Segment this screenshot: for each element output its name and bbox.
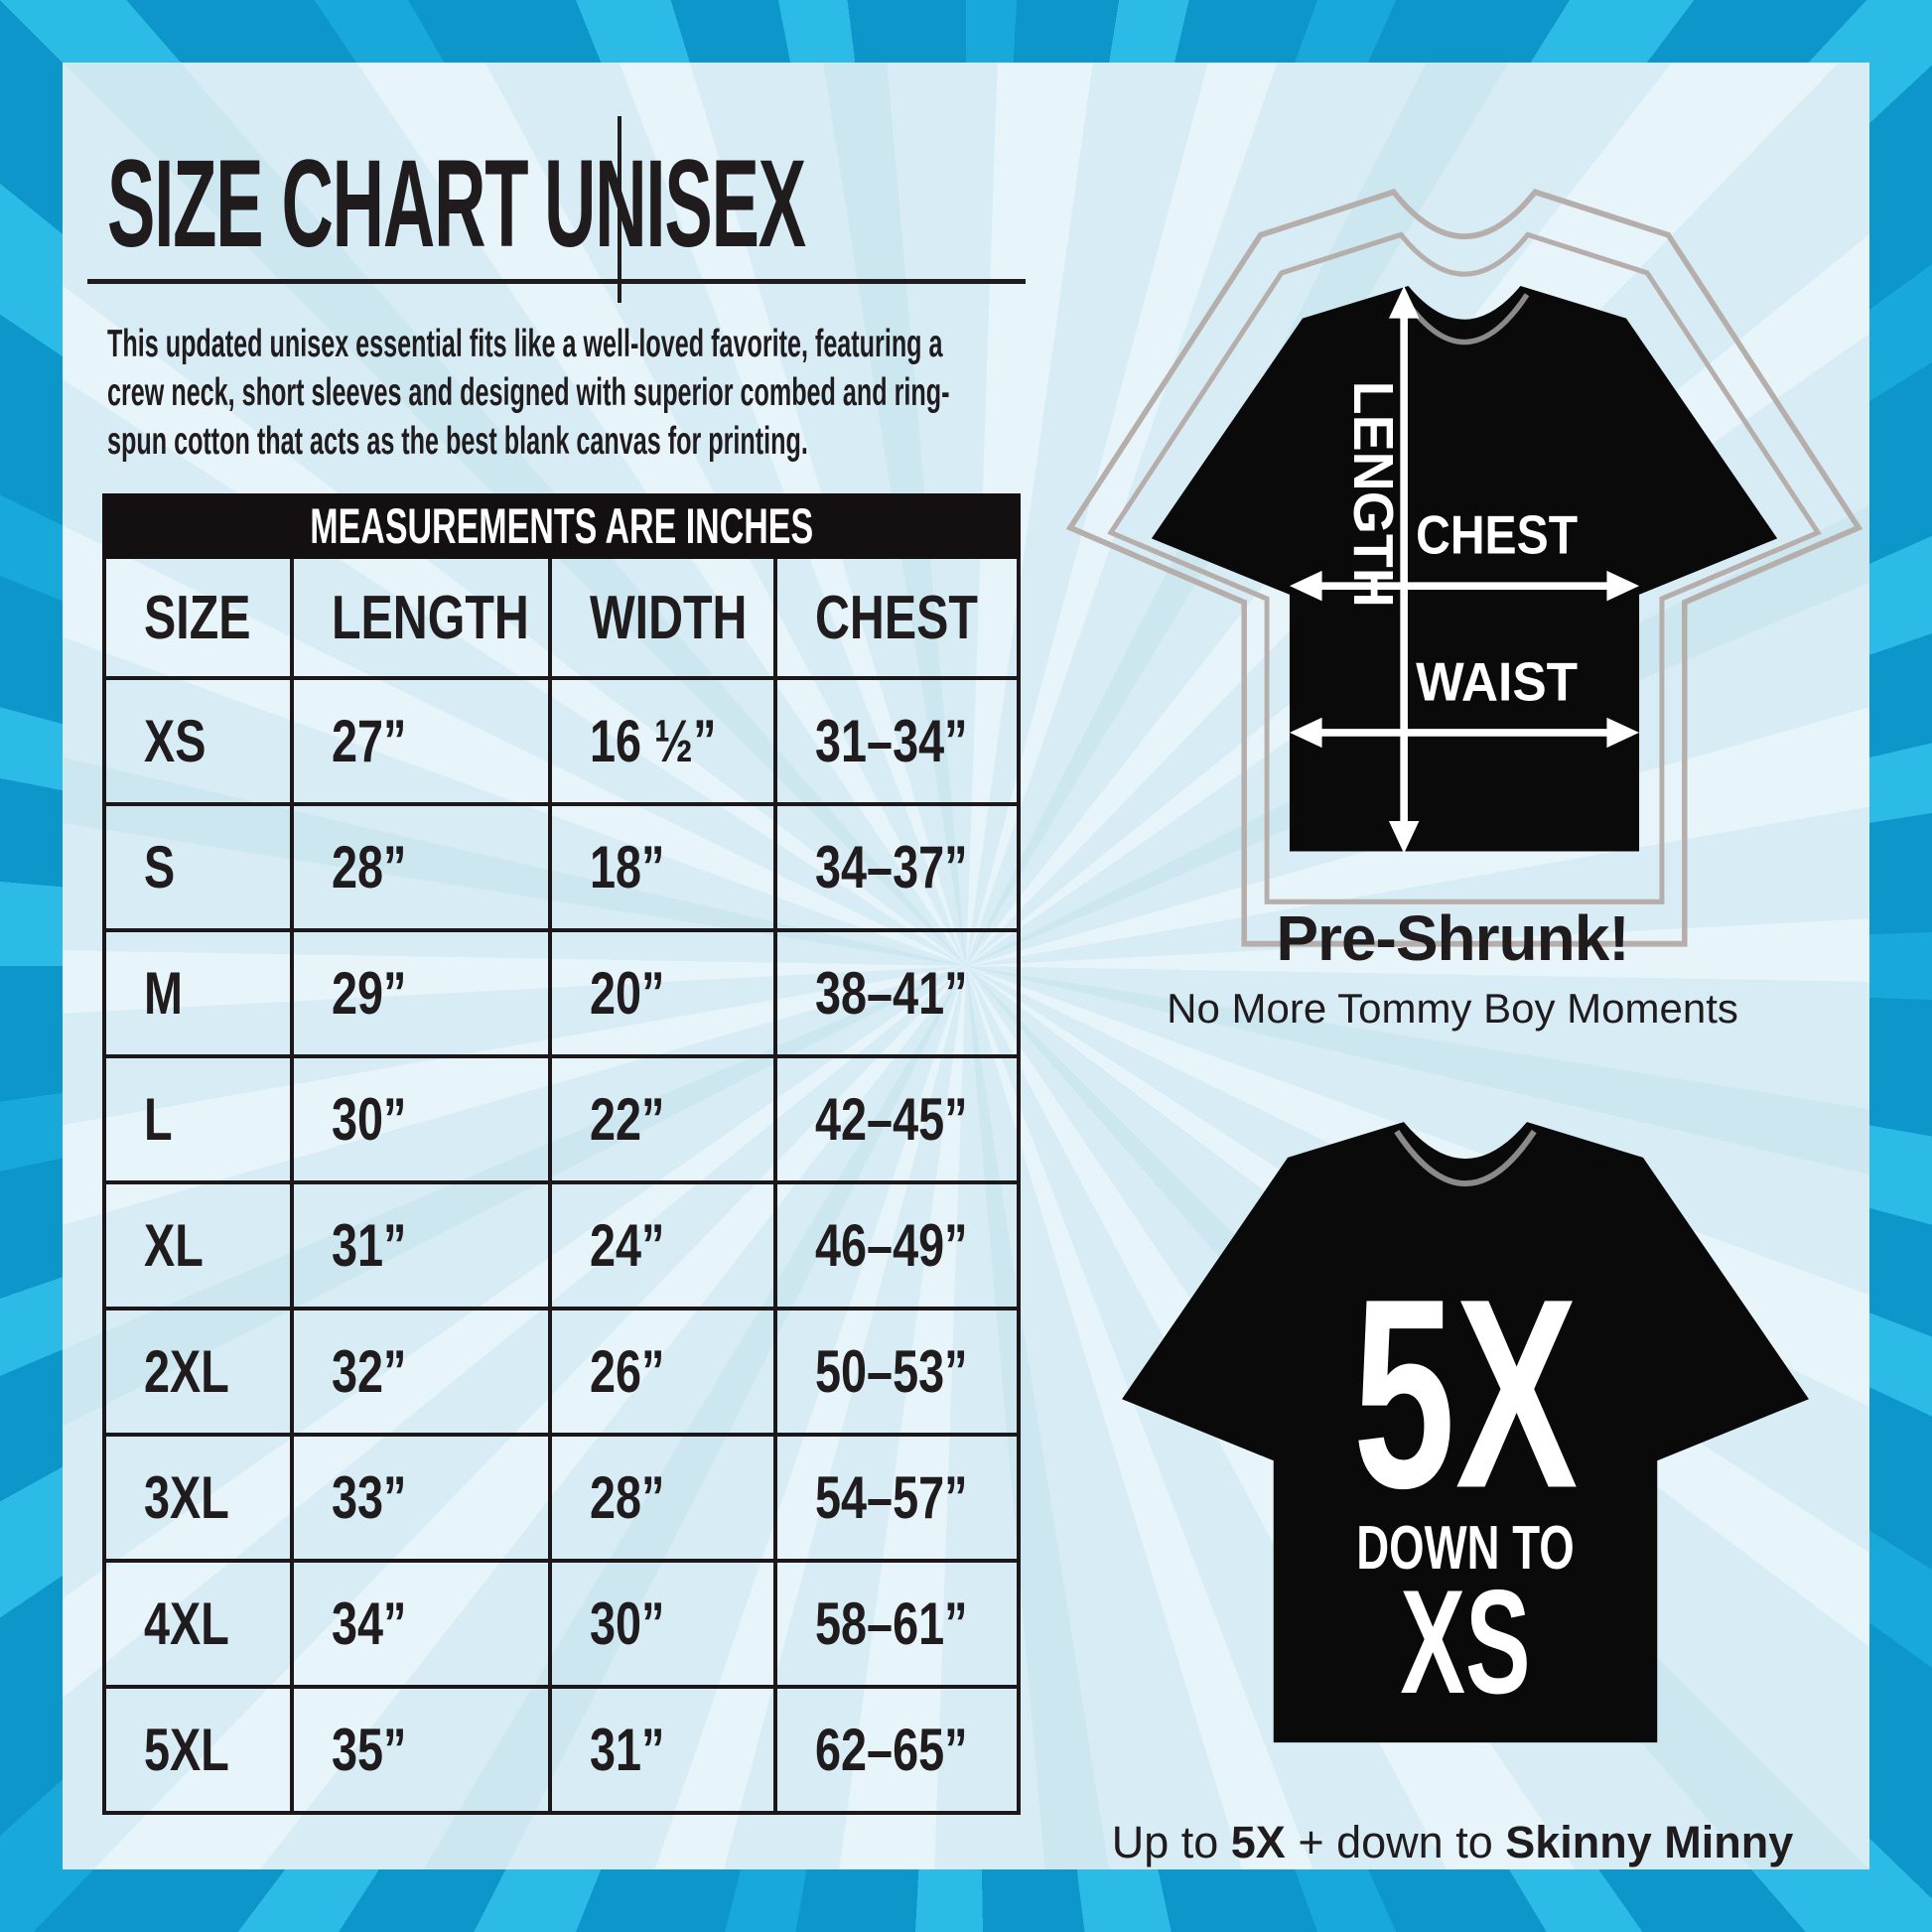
table-cell: 30”	[289, 1054, 553, 1185]
table-cell: 16 ½”	[548, 676, 777, 807]
table-row: S 28” 18” 34–37”	[102, 802, 1021, 933]
table-row: 3XL 33” 28” 54–57”	[102, 1433, 1021, 1564]
table-cell: M	[102, 928, 294, 1059]
intro-text: This updated unisex essential fits like …	[107, 320, 950, 466]
table-banner: MEASUREMENTS ARE INCHES	[102, 493, 1021, 560]
table-cell: 33”	[289, 1433, 553, 1564]
table-cell: 18”	[548, 802, 777, 933]
table-row: XS 27” 16 ½” 31–34”	[102, 676, 1021, 807]
table-row: 2XL 32” 26” 50–53”	[102, 1307, 1021, 1438]
table-cell: XL	[102, 1180, 294, 1311]
title-divider	[618, 116, 621, 303]
waist-label: WAIST	[1416, 651, 1578, 712]
length-label: LENGTH	[1342, 381, 1405, 608]
table-cell: 35”	[289, 1685, 553, 1816]
size-range-middle: DOWN TO	[1356, 1514, 1574, 1583]
table-row: L 30” 22” 42–45”	[102, 1054, 1021, 1185]
table-cell: 28”	[289, 802, 553, 933]
table-cell: 2XL	[102, 1307, 294, 1438]
tshirt-silhouette	[1151, 286, 1778, 852]
size-range-bottom: XS	[1400, 1559, 1530, 1725]
preshrunk-block: Pre-Shrunk! No More Tommy Boy Moments	[1055, 901, 1850, 1033]
col-header-width: WIDTH	[548, 555, 777, 681]
size-range-top: 5X	[1353, 1242, 1580, 1544]
table-row: XL 31” 24” 46–49”	[102, 1180, 1021, 1311]
intro-line-3: spun cotton that acts as the best blank …	[107, 420, 808, 464]
table-header-row: SIZE LENGTH WIDTH CHEST	[102, 555, 1021, 681]
table-cell: 58–61”	[773, 1559, 1021, 1690]
col-header-size: SIZE	[102, 555, 294, 681]
table-cell: 24”	[548, 1180, 777, 1311]
table-cell: 5XL	[102, 1685, 294, 1816]
tshirt-size-range-graphic: 5X DOWN TO XS	[1122, 1122, 1809, 1743]
length-arrow-icon	[1388, 286, 1420, 854]
table-cell: 31–34”	[773, 676, 1021, 807]
table-cell: 34–37”	[773, 802, 1021, 933]
table-cell: 26”	[548, 1307, 777, 1438]
table-cell: 50–53”	[773, 1307, 1021, 1438]
preshrunk-heading: Pre-Shrunk!	[1276, 902, 1629, 974]
table-cell: 42–45”	[773, 1054, 1021, 1185]
left-column: SIZE CHART UNISEX This updated unisex es…	[87, 63, 1085, 1816]
table-cell: L	[102, 1054, 294, 1185]
table-cell: 54–57”	[773, 1433, 1021, 1564]
tshirt-outline-outer	[1065, 189, 1863, 947]
table-cell: XS	[102, 676, 294, 807]
table-row: M 29” 20” 38–41”	[102, 928, 1021, 1059]
page-subtitle: UNISEX	[544, 135, 806, 273]
title-block: SIZE CHART UNISEX	[107, 116, 1085, 303]
title-underline	[87, 279, 1026, 284]
caption-bold-5x: 5X	[1230, 1817, 1286, 1867]
table-cell: 29”	[289, 928, 553, 1059]
chest-label: CHEST	[1416, 505, 1578, 566]
content-panel: SIZE CHART UNISEX This updated unisex es…	[63, 63, 1869, 1869]
table-cell: 46–49”	[773, 1180, 1021, 1311]
col-header-chest: CHEST	[773, 555, 1021, 681]
tshirt-silhouette	[1122, 1122, 1809, 1743]
table-cell: 3XL	[102, 1433, 294, 1564]
table-cell: 38–41”	[773, 928, 1021, 1059]
intro-line-2: crew neck, short sleeves and designed wi…	[107, 371, 950, 415]
table-cell: 62–65”	[773, 1685, 1021, 1816]
table-cell: 22”	[548, 1054, 777, 1185]
size-range-caption: Up to 5X + down to Skinny Minny	[1035, 1817, 1869, 1868]
collar-seam	[1394, 1129, 1537, 1186]
col-header-length: LENGTH	[289, 555, 553, 681]
table-cell: 30”	[548, 1559, 777, 1690]
caption-bold-skinny-minny: Skinny Minny	[1505, 1817, 1794, 1867]
tshirt-measure-diagram: LENGTH CHEST WAIST	[1065, 189, 1863, 947]
table-banner-row: MEASUREMENTS ARE INCHES	[102, 493, 1021, 560]
size-chart-table: MEASUREMENTS ARE INCHES SIZE LENGTH WIDT…	[102, 493, 1021, 1816]
table-cell: 4XL	[102, 1559, 294, 1690]
table-row: 5XL 35” 31” 62–65”	[102, 1685, 1021, 1816]
table-cell: 32”	[289, 1307, 553, 1438]
caption-text: + down to	[1285, 1817, 1506, 1867]
page-title: SIZE CHART	[107, 135, 529, 273]
table-cell: 28”	[548, 1433, 777, 1564]
table-cell: 20”	[548, 928, 777, 1059]
table-row: 4XL 34” 30” 58–61”	[102, 1559, 1021, 1690]
table-cell: 31”	[289, 1180, 553, 1311]
table-cell: 34”	[289, 1559, 553, 1690]
caption-text: Up to	[1111, 1817, 1231, 1867]
preshrunk-subheading: No More Tommy Boy Moments	[1167, 985, 1738, 1032]
tshirt-outline-inner	[1107, 231, 1822, 904]
table-cell: S	[102, 802, 294, 933]
intro-line-1: This updated unisex essential fits like …	[107, 323, 943, 365]
waist-arrow-icon	[1289, 717, 1640, 749]
chest-arrow-icon	[1289, 570, 1640, 602]
table-cell: 31”	[548, 1685, 777, 1816]
table-cell: 27”	[289, 676, 553, 807]
